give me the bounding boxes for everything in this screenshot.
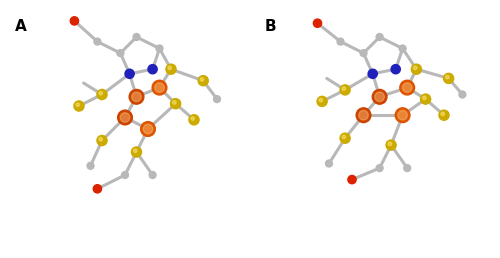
Circle shape: [97, 90, 107, 100]
Circle shape: [200, 78, 203, 81]
Circle shape: [87, 162, 94, 169]
Circle shape: [342, 87, 345, 90]
Circle shape: [191, 117, 194, 120]
Circle shape: [99, 92, 102, 95]
Circle shape: [422, 96, 426, 100]
Circle shape: [314, 19, 322, 27]
Circle shape: [399, 45, 406, 52]
Circle shape: [70, 17, 78, 25]
Circle shape: [94, 185, 102, 193]
Circle shape: [414, 66, 417, 70]
Circle shape: [348, 175, 356, 184]
Circle shape: [117, 50, 124, 57]
Circle shape: [74, 101, 84, 111]
Circle shape: [340, 133, 350, 143]
Circle shape: [118, 110, 132, 125]
Circle shape: [444, 73, 454, 83]
Circle shape: [166, 64, 176, 74]
Circle shape: [376, 34, 383, 41]
Circle shape: [170, 99, 180, 109]
Circle shape: [395, 108, 410, 123]
Circle shape: [400, 80, 414, 95]
Circle shape: [122, 172, 128, 179]
Circle shape: [132, 92, 141, 102]
Text: B: B: [264, 19, 276, 34]
Circle shape: [140, 122, 156, 136]
Circle shape: [94, 38, 101, 45]
Circle shape: [189, 115, 199, 125]
Circle shape: [360, 50, 367, 57]
Circle shape: [441, 112, 444, 116]
Circle shape: [125, 69, 134, 78]
Circle shape: [376, 165, 383, 172]
Circle shape: [340, 85, 350, 95]
Circle shape: [439, 110, 449, 120]
Circle shape: [317, 96, 327, 107]
Circle shape: [459, 91, 466, 98]
Circle shape: [152, 80, 167, 95]
Circle shape: [420, 94, 430, 104]
Circle shape: [133, 34, 140, 41]
Circle shape: [132, 147, 141, 157]
Circle shape: [154, 83, 164, 92]
Circle shape: [97, 135, 107, 146]
Circle shape: [120, 113, 130, 122]
Circle shape: [319, 98, 322, 102]
Circle shape: [76, 103, 80, 107]
Circle shape: [402, 83, 412, 92]
Circle shape: [356, 108, 371, 123]
Circle shape: [326, 160, 332, 167]
Circle shape: [134, 149, 137, 152]
Circle shape: [372, 90, 387, 104]
Circle shape: [391, 64, 400, 74]
Circle shape: [342, 135, 345, 139]
Circle shape: [172, 101, 176, 104]
Circle shape: [99, 138, 102, 141]
Circle shape: [358, 110, 368, 120]
Circle shape: [337, 38, 344, 45]
Circle shape: [398, 110, 407, 120]
Circle shape: [168, 66, 172, 70]
Circle shape: [143, 124, 153, 134]
Circle shape: [149, 172, 156, 179]
Circle shape: [148, 64, 157, 74]
Circle shape: [214, 96, 220, 102]
Circle shape: [375, 92, 384, 102]
Text: A: A: [14, 19, 26, 34]
Circle shape: [412, 64, 422, 74]
Circle shape: [388, 142, 392, 146]
Circle shape: [156, 45, 163, 52]
Circle shape: [446, 75, 449, 79]
Circle shape: [368, 69, 378, 78]
Circle shape: [129, 90, 144, 104]
Circle shape: [386, 140, 396, 150]
Circle shape: [404, 165, 410, 172]
Circle shape: [198, 76, 208, 86]
